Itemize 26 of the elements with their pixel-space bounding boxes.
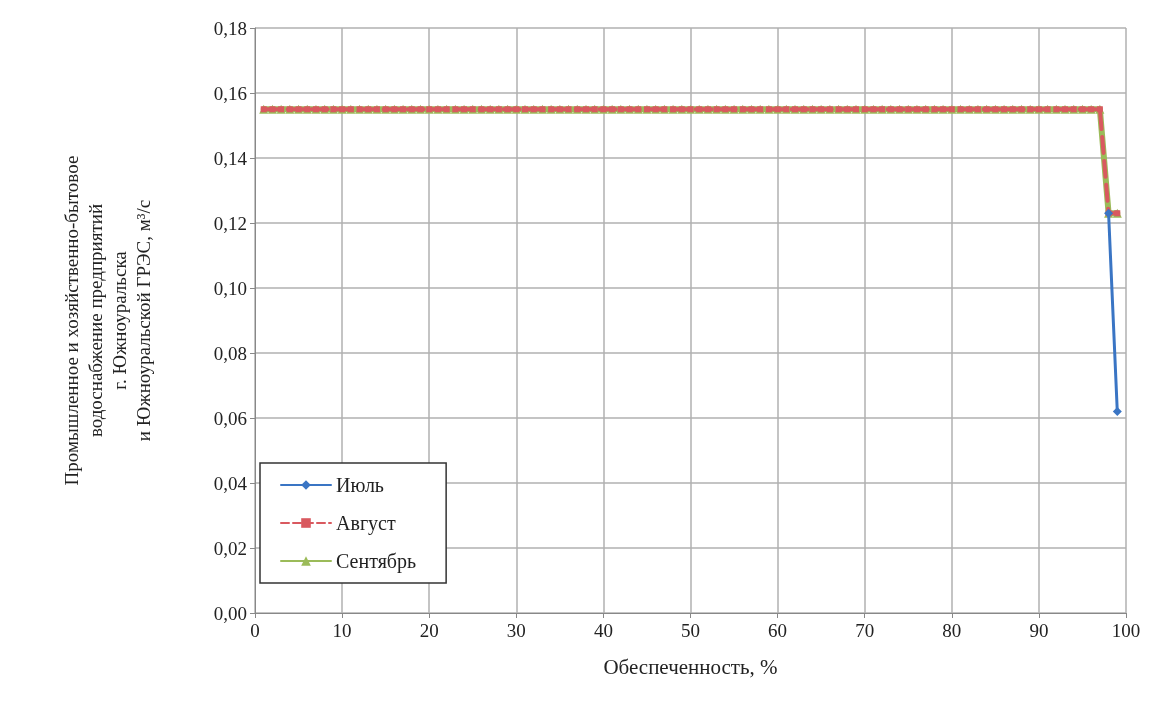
y-tick-label: 0,04 bbox=[213, 472, 248, 494]
x-tick-label: 70 bbox=[855, 620, 875, 641]
legend-label: Август bbox=[336, 512, 396, 535]
y-tick-label: 0,14 bbox=[213, 147, 248, 169]
x-tick-label: 80 bbox=[942, 620, 962, 641]
y-tick-label: 0,12 bbox=[213, 212, 247, 234]
y-tick-label: 0,18 bbox=[213, 17, 247, 39]
y-tick-label: 0,08 bbox=[213, 342, 247, 364]
x-tick-label: 10 bbox=[332, 620, 352, 641]
y-tick-label: 0,06 bbox=[213, 407, 247, 429]
legend-label: Июль bbox=[336, 474, 384, 496]
legend-label: Сентябрь bbox=[336, 550, 417, 573]
x-tick-label: 90 bbox=[1029, 620, 1049, 641]
y-axis-title: Промышленное и хозяйственно-бытовое водоснабжение предприятий г. Южноуральска и Южноуральской ГРЭС, м³/с bbox=[60, 155, 154, 486]
x-tick-label: 50 bbox=[681, 620, 700, 641]
y-tick-label: 0,16 bbox=[213, 82, 247, 104]
x-tick-label: 40 bbox=[593, 620, 613, 641]
y-tick-label: 0,02 bbox=[213, 537, 247, 559]
x-tick-label: 30 bbox=[506, 620, 526, 641]
x-tick-label: 60 bbox=[768, 620, 788, 641]
x-tick-label: 100 bbox=[1111, 620, 1141, 641]
x-axis-title: Обеспеченность, % bbox=[603, 655, 778, 679]
x-tick-label: 0 bbox=[250, 620, 260, 641]
x-tick-label: 20 bbox=[419, 620, 439, 641]
y-tick-label: 0,00 bbox=[213, 602, 247, 624]
y-tick-label: 0,10 bbox=[213, 277, 247, 299]
